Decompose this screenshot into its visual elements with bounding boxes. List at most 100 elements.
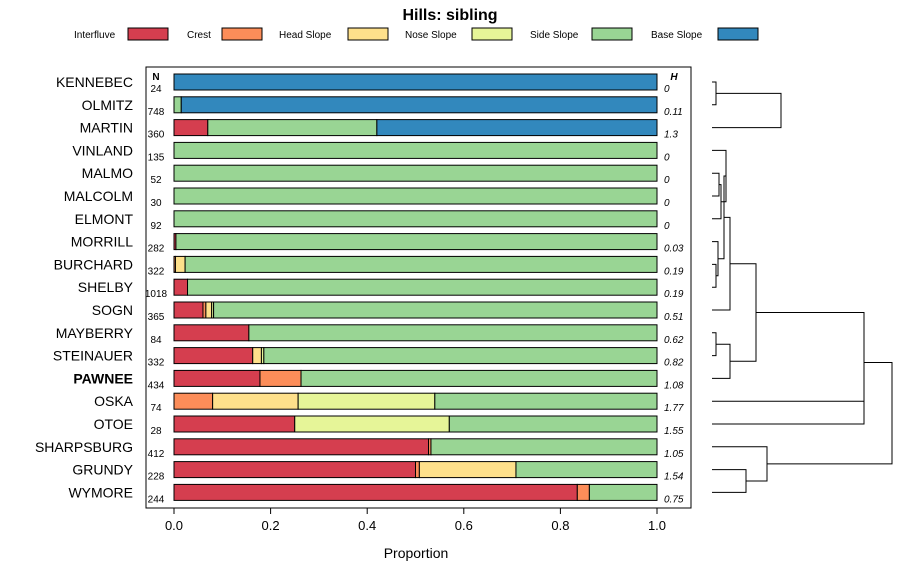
dendrogram-branch [712,332,717,357]
legend-label: Interfluve [74,30,116,41]
row-label: KENNEBEC [56,74,133,90]
row-h-label: 0 [664,84,670,95]
row-n-label: 434 [148,380,165,391]
row-h-label: 1.08 [664,380,684,391]
bar-segment [294,415,450,433]
row-n-label: 24 [150,84,162,95]
row-h-label: 1.3 [664,130,678,141]
bar-row: ELMONT 92 0 [75,210,670,232]
row-h-label: 0 [664,152,670,163]
bar-segment [173,119,209,137]
bar-segment [588,483,658,501]
row-n-label: 30 [150,198,162,209]
bar-row: WYMORE 244 0.75 [68,483,684,505]
bar-row: OLMITZ 748 0.11 [82,96,683,118]
bar-segment [248,324,658,342]
x-tick-label: 0.0 [165,518,183,533]
row-label: MALCOLM [64,188,133,204]
dendrogram [712,81,893,493]
bar-row: SHARPSBURG 412 1.05 [35,438,684,460]
x-tick-label: 0.4 [358,518,376,533]
dendrogram-branch [712,216,731,311]
row-label: OSKA [94,393,134,409]
bar-segment [173,347,254,365]
row-h-label: 0.19 [664,266,684,277]
bar-segment [418,461,517,479]
dendrogram-branch [712,446,768,482]
row-n-label: 1018 [145,289,168,300]
legend-label: Nose Slope [405,30,457,41]
bar-segment [173,415,296,433]
bar-row: SOGN 365 0.51 [92,301,683,323]
bar-segment [252,347,262,365]
bar-segment [173,73,658,91]
row-label: VINLAND [72,142,133,158]
dendrogram-branch [712,241,719,277]
bar-segment [180,96,658,114]
bar-segment [173,369,261,387]
row-h-label: 0 [664,198,670,209]
row-n-label: 228 [148,472,165,483]
dendrogram-branch [712,92,782,129]
bar-segment [213,301,658,319]
legend-swatch [347,27,389,41]
row-label: STEINAUER [53,348,133,364]
legend-label: Crest [187,30,211,41]
row-label: GRUNDY [72,462,133,478]
bar-segment [576,483,590,501]
row-n-label: 332 [148,358,165,369]
dendrogram-branch [767,362,893,465]
row-n-label: 92 [150,221,162,232]
bar-row: OSKA 74 1.77 [94,392,684,414]
bar-segment [263,347,658,365]
bar-row: MALMO 52 0 [82,164,670,186]
row-n-label: 360 [148,130,165,141]
bar-segment [434,392,658,410]
row-h-label: 0 [664,175,670,186]
row-label: MORRILL [71,234,133,250]
row-h-label: 0.51 [664,312,683,323]
bar-row: MORRILL 282 0.03 [71,233,684,255]
legend-swatch [591,27,633,41]
bar-segment [173,301,204,319]
row-n-label: 74 [150,403,162,414]
row-h-label: 0.19 [664,289,684,300]
bar-segment [184,255,658,273]
dendrogram-branch [712,172,720,197]
x-tick-label: 0.6 [455,518,473,533]
bar-row: MALCOLM 30 0 [64,187,670,209]
legend-swatch [127,27,169,41]
row-n-label: 28 [150,426,162,437]
bar-segment [175,233,658,251]
legend-label: Head Slope [279,30,332,41]
bar-segment [173,164,658,182]
x-axis-title: Proportion [384,545,449,561]
row-n-label: 748 [148,107,165,118]
bar-segment [415,461,420,479]
legend: Interfluve Crest Head Slope Nose Slope Side … [74,27,759,41]
bar-segment [173,324,250,342]
bar-segment [448,415,658,433]
bar-row: MAYBERRY 84 0.62 [56,324,684,346]
bar-segment [515,461,658,479]
row-label: BURCHARD [54,256,133,272]
legend-label: Side Slope [530,30,579,41]
row-label: SHARPSBURG [35,439,133,455]
plot-panel [145,66,692,509]
n-column-header: N [152,72,159,83]
row-label: MAYBERRY [56,325,134,341]
bar-row: OTOE 28 1.55 [94,415,684,437]
bar-segment [430,438,658,456]
bar-segment [300,369,658,387]
row-n-label: 135 [148,152,165,163]
x-tick-label: 0.8 [551,518,569,533]
row-label: OLMITZ [82,97,134,113]
row-h-label: 0 [664,221,670,232]
bar-row: SHELBY 1018 0.19 [78,278,684,300]
dendrogram-branch [730,263,757,362]
bar-row: VINLAND 135 0 [72,141,670,163]
bar-row: KENNEBEC 24 0 [56,73,670,95]
row-n-label: 52 [150,175,162,186]
bar-segment [173,141,658,159]
